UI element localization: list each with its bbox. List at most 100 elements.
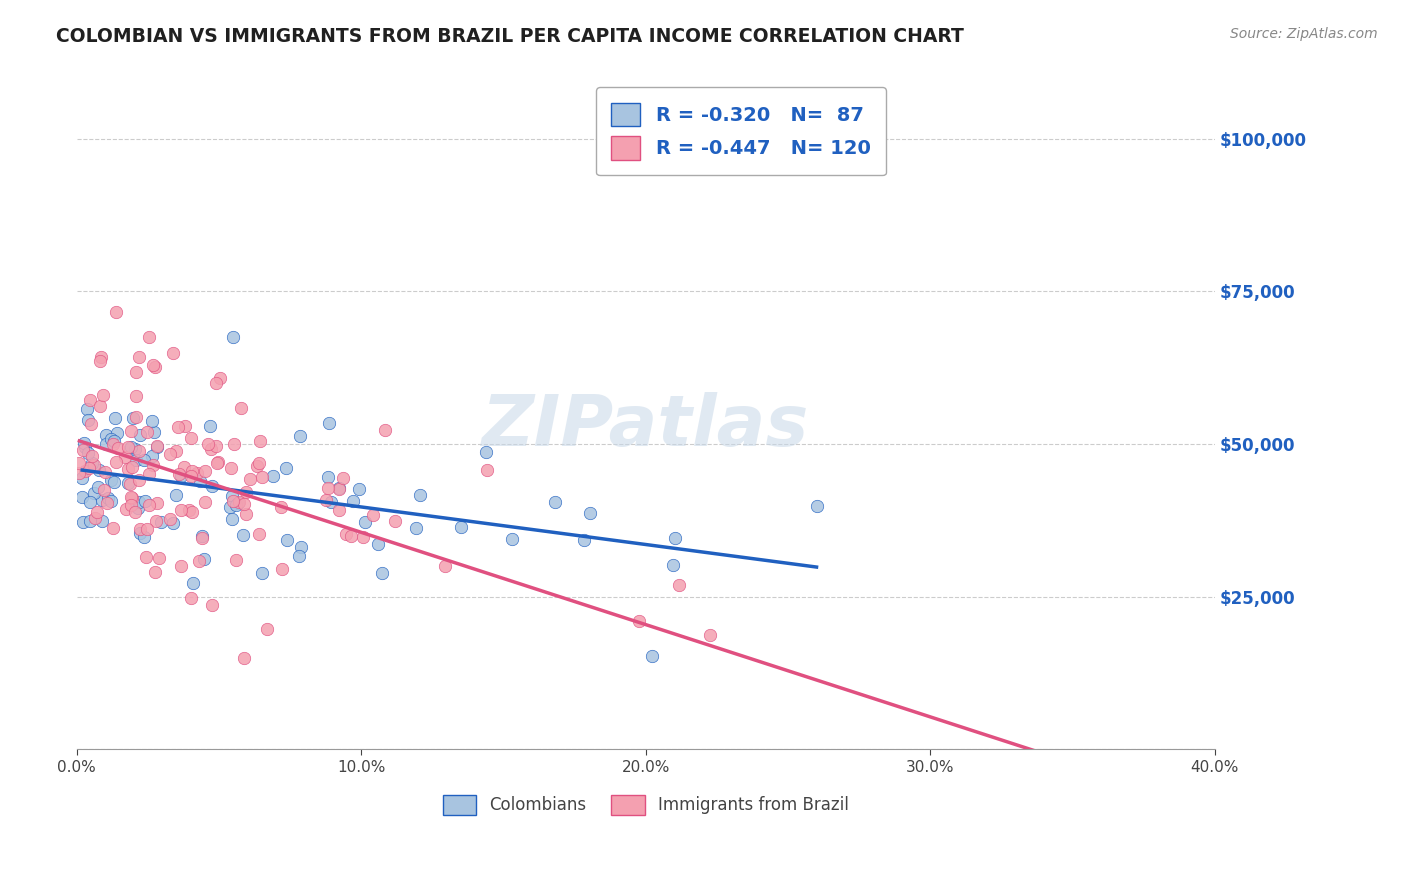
Immigrants from Brazil: [222, 493, 245, 508]
Colombians: [274, 460, 297, 475]
Immigrants from Brazil: [67, 466, 90, 480]
Immigrants from Brazil: [93, 483, 115, 497]
Colombians: [128, 495, 150, 509]
Colombians: [120, 440, 142, 454]
Immigrants from Brazil: [229, 401, 252, 415]
Immigrants from Brazil: [252, 469, 274, 483]
Colombians: [342, 493, 364, 508]
Immigrants from Brazil: [235, 507, 257, 521]
Colombians: [83, 485, 105, 500]
Colombians: [193, 552, 215, 566]
Colombians: [73, 440, 96, 454]
Immigrants from Brazil: [136, 425, 159, 439]
Colombians: [143, 425, 166, 439]
Colombians: [225, 498, 247, 512]
Immigrants from Brazil: [124, 505, 146, 519]
Immigrants from Brazil: [699, 628, 721, 642]
Immigrants from Brazil: [249, 527, 271, 541]
Colombians: [191, 529, 214, 543]
Colombians: [124, 453, 146, 467]
Immigrants from Brazil: [114, 450, 136, 464]
Colombians: [103, 410, 125, 425]
Immigrants from Brazil: [90, 350, 112, 364]
Immigrants from Brazil: [125, 389, 148, 403]
Immigrants from Brazil: [145, 360, 167, 375]
Immigrants from Brazil: [165, 443, 187, 458]
Immigrants from Brazil: [128, 444, 150, 458]
Colombians: [181, 575, 204, 590]
Immigrants from Brazil: [104, 305, 127, 319]
Immigrants from Brazil: [128, 350, 150, 364]
Colombians: [73, 436, 96, 450]
Colombians: [86, 480, 108, 494]
Immigrants from Brazil: [208, 371, 231, 385]
Immigrants from Brazil: [204, 439, 226, 453]
Colombians: [218, 500, 240, 514]
Immigrants from Brazil: [668, 577, 690, 591]
Colombians: [149, 515, 172, 529]
Immigrants from Brazil: [328, 482, 350, 496]
Colombians: [405, 521, 427, 535]
Colombians: [354, 516, 377, 530]
Colombians: [79, 514, 101, 528]
Immigrants from Brazil: [194, 464, 217, 478]
Colombians: [806, 499, 828, 513]
Colombians: [169, 468, 191, 483]
Colombians: [226, 496, 249, 510]
Colombians: [475, 445, 498, 459]
Colombians: [72, 515, 94, 529]
Immigrants from Brazil: [67, 456, 90, 470]
Colombians: [87, 463, 110, 477]
Immigrants from Brazil: [233, 497, 256, 511]
Immigrants from Brazil: [170, 559, 193, 574]
Immigrants from Brazil: [120, 490, 142, 504]
Immigrants from Brazil: [143, 565, 166, 579]
Colombians: [544, 494, 567, 508]
Colombians: [641, 648, 664, 663]
Colombians: [105, 426, 128, 441]
Colombians: [276, 533, 298, 548]
Immigrants from Brazil: [159, 447, 181, 461]
Immigrants from Brazil: [180, 431, 202, 445]
Immigrants from Brazil: [188, 554, 211, 568]
Immigrants from Brazil: [246, 458, 269, 473]
Colombians: [91, 514, 114, 528]
Immigrants from Brazil: [125, 365, 148, 379]
Colombians: [141, 414, 163, 428]
Immigrants from Brazil: [77, 460, 100, 475]
Colombians: [288, 429, 311, 443]
Colombians: [318, 470, 340, 484]
Immigrants from Brazil: [83, 511, 105, 525]
Immigrants from Brazil: [142, 358, 165, 372]
Colombians: [121, 411, 143, 425]
Colombians: [321, 495, 343, 509]
Colombians: [290, 541, 312, 555]
Immigrants from Brazil: [225, 553, 247, 567]
Colombians: [70, 490, 93, 504]
Immigrants from Brazil: [101, 437, 124, 451]
Colombians: [579, 506, 602, 520]
Colombians: [77, 413, 100, 427]
Immigrants from Brazil: [235, 485, 257, 500]
Colombians: [100, 432, 122, 446]
Colombians: [103, 475, 125, 489]
Immigrants from Brazil: [332, 471, 354, 485]
Colombians: [100, 473, 122, 487]
Immigrants from Brazil: [180, 469, 202, 483]
Immigrants from Brazil: [105, 455, 128, 469]
Immigrants from Brazil: [162, 346, 184, 360]
Immigrants from Brazil: [94, 465, 117, 479]
Immigrants from Brazil: [135, 550, 157, 565]
Immigrants from Brazil: [167, 419, 190, 434]
Immigrants from Brazil: [86, 505, 108, 519]
Immigrants from Brazil: [80, 417, 103, 431]
Colombians: [664, 531, 686, 545]
Immigrants from Brazil: [118, 476, 141, 491]
Immigrants from Brazil: [316, 481, 339, 495]
Immigrants from Brazil: [352, 530, 374, 544]
Immigrants from Brazil: [191, 531, 214, 545]
Immigrants from Brazil: [128, 474, 150, 488]
Colombians: [82, 457, 104, 471]
Text: ZIPatlas: ZIPatlas: [482, 392, 810, 461]
Immigrants from Brazil: [120, 498, 142, 512]
